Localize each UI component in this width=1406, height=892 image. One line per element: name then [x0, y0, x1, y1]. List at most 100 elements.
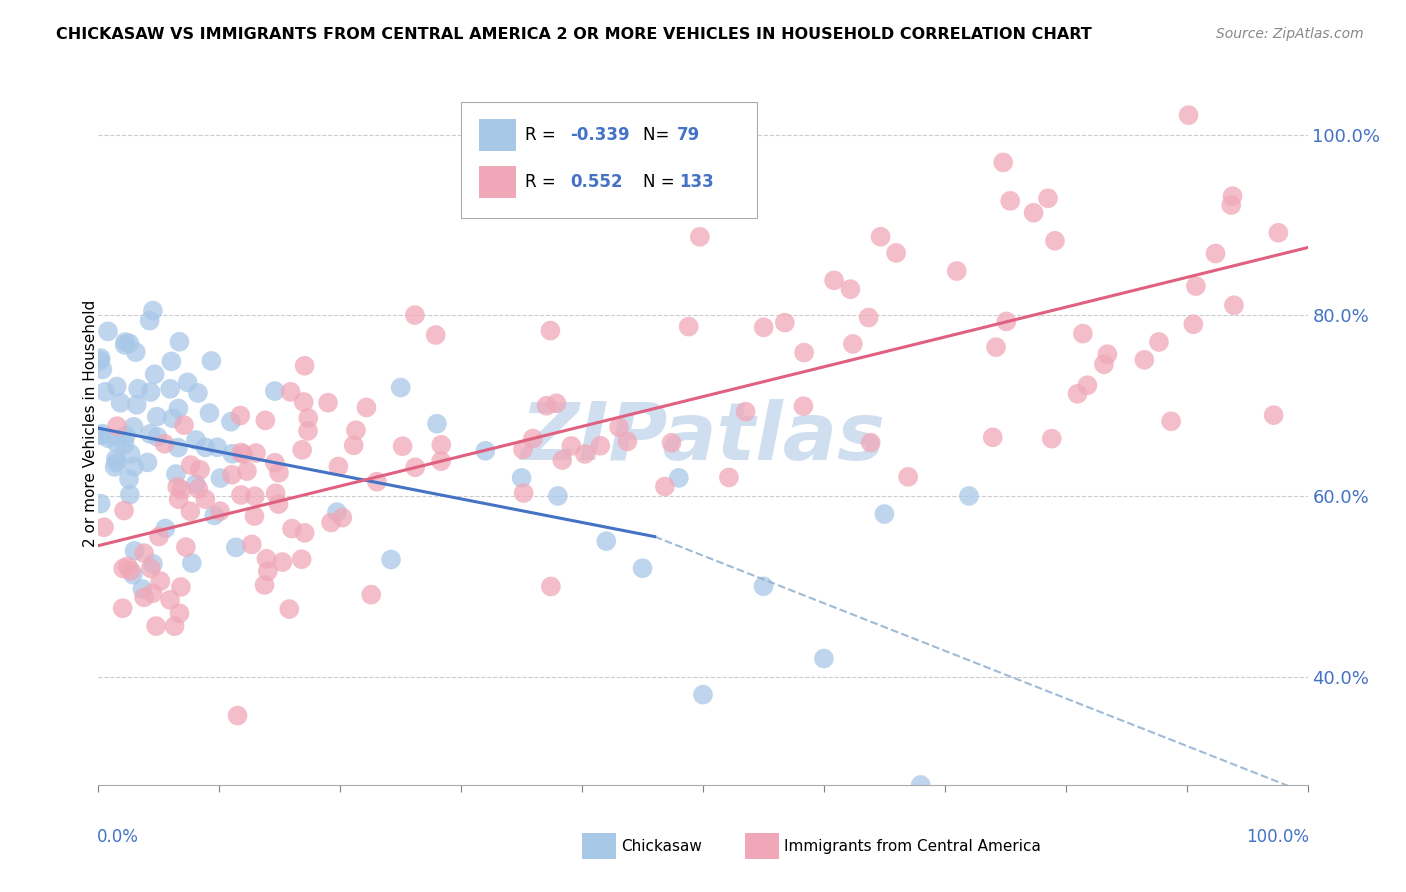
- Point: [148, 530, 170, 544]
- Point: [254, 413, 277, 427]
- Text: Source: ZipAtlas.com: Source: ZipAtlas.com: [1216, 27, 1364, 41]
- Point: [267, 466, 290, 480]
- Point: [616, 434, 638, 449]
- Point: [122, 419, 145, 434]
- Point: [221, 467, 243, 482]
- FancyBboxPatch shape: [461, 103, 758, 218]
- Point: [139, 426, 162, 441]
- Point: [149, 574, 172, 588]
- Point: [1040, 432, 1063, 446]
- Text: Chickasaw: Chickasaw: [621, 838, 702, 854]
- Point: [993, 155, 1015, 169]
- Point: [717, 470, 740, 484]
- Point: [105, 455, 128, 469]
- Text: N=: N=: [643, 126, 673, 144]
- Point: [139, 561, 162, 575]
- Point: [104, 452, 127, 467]
- Point: [1205, 246, 1227, 260]
- Point: [236, 464, 259, 478]
- Point: [256, 551, 278, 566]
- Point: [1133, 352, 1156, 367]
- Point: [546, 396, 568, 410]
- Point: [945, 264, 967, 278]
- Point: [188, 463, 211, 477]
- Point: [668, 471, 690, 485]
- Point: [734, 404, 756, 418]
- Point: [110, 396, 132, 410]
- Point: [243, 509, 266, 524]
- Text: 100.0%: 100.0%: [1246, 829, 1309, 847]
- Point: [124, 544, 146, 558]
- Point: [225, 541, 247, 555]
- Point: [1000, 194, 1022, 208]
- Point: [271, 555, 294, 569]
- Point: [132, 591, 155, 605]
- Point: [200, 354, 222, 368]
- Point: [114, 338, 136, 352]
- Point: [859, 435, 882, 450]
- Point: [142, 303, 165, 318]
- Point: [360, 588, 382, 602]
- Point: [297, 411, 319, 425]
- Point: [139, 385, 162, 400]
- Point: [240, 537, 263, 551]
- Point: [404, 308, 426, 322]
- Point: [1223, 298, 1246, 312]
- Point: [813, 651, 835, 665]
- Point: [194, 492, 217, 507]
- Point: [278, 602, 301, 616]
- Point: [105, 379, 128, 393]
- Point: [957, 489, 980, 503]
- Point: [243, 489, 266, 503]
- Point: [176, 376, 198, 390]
- Point: [692, 688, 714, 702]
- Point: [94, 384, 117, 399]
- Point: [127, 382, 149, 396]
- Point: [1147, 334, 1170, 349]
- Point: [430, 454, 453, 468]
- Point: [839, 282, 862, 296]
- Point: [792, 399, 814, 413]
- Point: [380, 552, 402, 566]
- Point: [105, 419, 128, 434]
- Point: [1263, 408, 1285, 422]
- Point: [166, 480, 188, 494]
- Point: [267, 497, 290, 511]
- Point: [316, 395, 339, 409]
- Point: [198, 406, 221, 420]
- Point: [89, 428, 111, 442]
- Point: [551, 453, 574, 467]
- Point: [981, 430, 1004, 444]
- Point: [356, 401, 378, 415]
- Point: [170, 580, 193, 594]
- Point: [1076, 378, 1098, 392]
- Point: [264, 486, 287, 500]
- FancyBboxPatch shape: [582, 833, 616, 859]
- Text: Immigrants from Central America: Immigrants from Central America: [785, 838, 1040, 854]
- Point: [117, 559, 139, 574]
- Point: [326, 505, 349, 519]
- Point: [1097, 347, 1119, 361]
- Point: [111, 601, 134, 615]
- Text: CHICKASAW VS IMMIGRANTS FROM CENTRAL AMERICA 2 OR MORE VEHICLES IN HOUSEHOLD COR: CHICKASAW VS IMMIGRANTS FROM CENTRAL AME…: [56, 27, 1092, 42]
- Point: [118, 472, 141, 486]
- Point: [180, 556, 202, 570]
- Point: [184, 433, 207, 447]
- Point: [226, 708, 249, 723]
- Point: [143, 368, 166, 382]
- Point: [245, 446, 267, 460]
- Point: [120, 564, 142, 578]
- Text: R =: R =: [526, 126, 561, 144]
- Point: [595, 534, 617, 549]
- Point: [330, 510, 353, 524]
- Point: [163, 619, 186, 633]
- Point: [1160, 414, 1182, 428]
- Point: [995, 314, 1018, 328]
- Point: [280, 384, 302, 399]
- Point: [253, 578, 276, 592]
- Point: [689, 229, 711, 244]
- Point: [209, 471, 232, 485]
- Point: [97, 431, 120, 445]
- Point: [93, 520, 115, 534]
- Point: [142, 586, 165, 600]
